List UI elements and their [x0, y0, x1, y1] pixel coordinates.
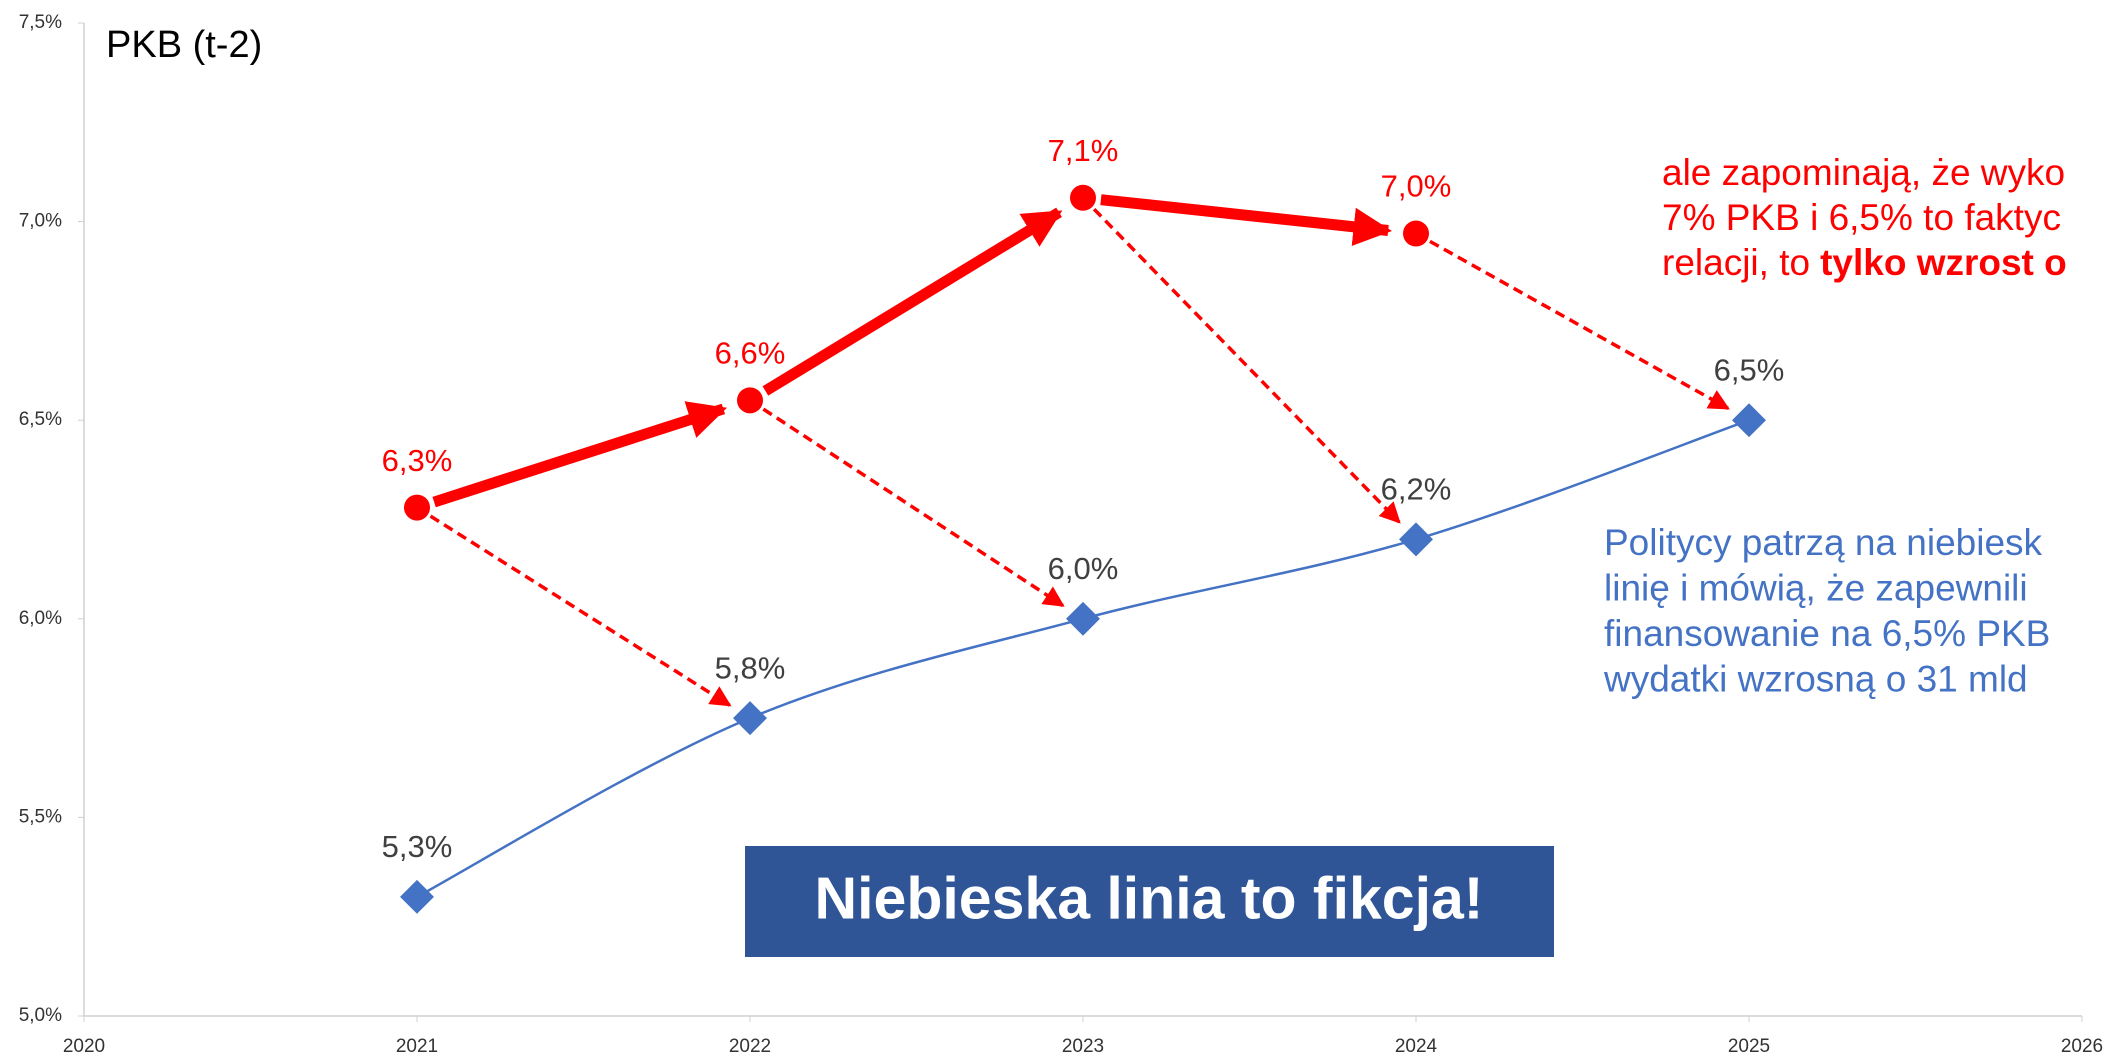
x-tick-label: 2024 [1395, 1036, 1438, 1057]
data-label: 7,0% [1381, 169, 1452, 204]
y-tick-label: 6,0% [19, 608, 62, 629]
x-tick-label: 2022 [729, 1036, 771, 1057]
annotation-blue: Politycy patrzą na niebiesk [1604, 522, 2043, 563]
trend-arrow [762, 207, 1063, 396]
marker [400, 879, 434, 914]
y-tick-label: 5,0% [19, 1005, 62, 1026]
annotation-blue: linię i mówią, że zapewnili [1604, 568, 2028, 609]
y-tick-label: 7,0% [19, 211, 62, 232]
data-label: 6,2% [1381, 472, 1452, 507]
annotation-blue: finansowanie na 6,5% PKB [1604, 613, 2050, 654]
data-label: 7,1% [1048, 133, 1119, 168]
marker [737, 387, 763, 414]
trend-arrow [432, 401, 728, 508]
x-tick-label: 2023 [1062, 1036, 1104, 1057]
banner: Niebieska linia to fikcja! [815, 866, 1484, 932]
dashed-arrow [762, 407, 1065, 608]
dashed-arrow [1092, 208, 1401, 524]
dashed-arrow [429, 514, 732, 707]
annotation-red-bold: tylko wzrost o [1820, 242, 2067, 283]
marker [1399, 522, 1433, 557]
annotation-red: ale zapominają, że wyko [1662, 152, 2065, 193]
data-label: 6,6% [715, 336, 786, 371]
y-tick-label: 7,5% [19, 12, 62, 33]
data-label: 6,5% [1714, 352, 1785, 387]
data-label: 5,8% [715, 650, 786, 685]
marker [1066, 601, 1100, 636]
data-label: 6,3% [382, 443, 453, 478]
marker [733, 701, 767, 736]
x-tick-label: 2020 [63, 1036, 105, 1057]
marker [404, 494, 430, 521]
data-label: 6,0% [1048, 551, 1119, 586]
annotation-red: 7% PKB i 6,5% to faktyc [1662, 197, 2061, 238]
x-tick-label: 2021 [396, 1036, 438, 1057]
marker [1070, 184, 1096, 211]
series-line [416, 419, 1750, 898]
chart-title: PKB (t-2) [106, 24, 262, 66]
annotation-red: relacji, to tylko wzrost o [1662, 242, 2067, 283]
marker [1732, 403, 1766, 438]
annotation-blue: wydatki wzrosną o 31 mld [1603, 659, 2028, 700]
x-tick-label: 2026 [2061, 1036, 2103, 1057]
y-tick-label: 6,5% [19, 409, 62, 430]
marker [1403, 220, 1429, 247]
trend-arrow [1100, 194, 1392, 246]
data-label: 5,3% [382, 829, 453, 864]
y-tick-label: 5,5% [19, 806, 62, 827]
banner-box [745, 846, 1554, 957]
dashed-arrow [1429, 239, 1730, 410]
x-tick-label: 2025 [1728, 1036, 1770, 1057]
